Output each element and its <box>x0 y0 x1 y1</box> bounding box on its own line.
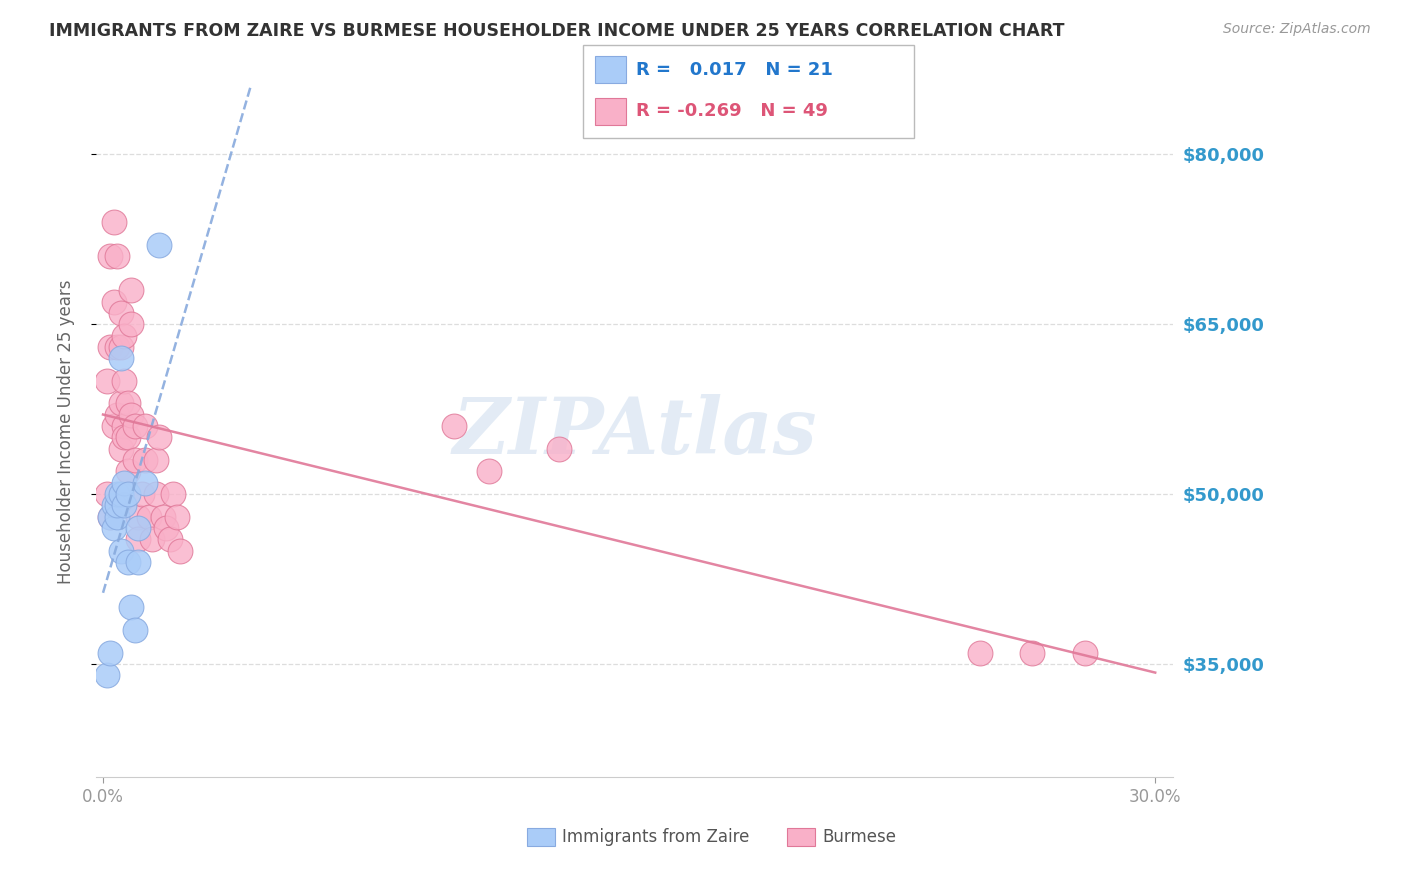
Point <box>110 442 132 456</box>
Point <box>105 487 128 501</box>
Point <box>98 340 121 354</box>
Point <box>110 543 132 558</box>
Point <box>548 442 571 456</box>
Point <box>112 374 135 388</box>
Point <box>117 465 139 479</box>
Point <box>134 419 156 434</box>
Point <box>155 521 177 535</box>
Point <box>110 487 132 501</box>
Point <box>138 509 160 524</box>
Point <box>127 509 149 524</box>
Point <box>124 419 146 434</box>
Point <box>120 283 142 297</box>
Point <box>145 487 167 501</box>
Bar <box>527 828 555 846</box>
Point <box>127 555 149 569</box>
Point <box>117 487 139 501</box>
Point <box>110 306 132 320</box>
Bar <box>787 828 815 846</box>
Point <box>110 396 132 410</box>
Point <box>152 509 174 524</box>
Point <box>478 465 501 479</box>
Point <box>131 487 153 501</box>
Point <box>103 215 125 229</box>
Point <box>103 521 125 535</box>
Point <box>96 487 118 501</box>
Text: Immigrants from Zaire: Immigrants from Zaire <box>562 828 749 846</box>
Point <box>124 453 146 467</box>
Point <box>127 533 149 547</box>
Point <box>169 543 191 558</box>
Point <box>105 499 128 513</box>
Point <box>120 408 142 422</box>
Point <box>103 419 125 434</box>
Point <box>162 487 184 501</box>
Point <box>124 623 146 637</box>
Point <box>443 419 465 434</box>
Point <box>110 351 132 366</box>
FancyBboxPatch shape <box>583 45 914 138</box>
Point <box>1021 646 1043 660</box>
Point <box>105 408 128 422</box>
Point <box>127 521 149 535</box>
Point <box>98 249 121 263</box>
Point <box>969 646 991 660</box>
Point <box>145 453 167 467</box>
Point <box>105 509 128 524</box>
Point <box>112 430 135 444</box>
Text: IMMIGRANTS FROM ZAIRE VS BURMESE HOUSEHOLDER INCOME UNDER 25 YEARS CORRELATION C: IMMIGRANTS FROM ZAIRE VS BURMESE HOUSEHO… <box>49 22 1064 40</box>
Point <box>103 499 125 513</box>
Point <box>105 249 128 263</box>
Point <box>120 600 142 615</box>
Point <box>103 294 125 309</box>
Point <box>112 419 135 434</box>
Point <box>117 396 139 410</box>
Point <box>112 475 135 490</box>
Text: R =   0.017   N = 21: R = 0.017 N = 21 <box>636 61 832 78</box>
Point <box>117 555 139 569</box>
Bar <box>595 98 626 125</box>
Point <box>112 499 135 513</box>
Point <box>98 509 121 524</box>
Y-axis label: Householder Income Under 25 years: Householder Income Under 25 years <box>58 279 75 584</box>
Point <box>96 668 118 682</box>
Text: ZIPAtlas: ZIPAtlas <box>453 393 817 470</box>
Bar <box>595 56 626 83</box>
Point <box>166 509 188 524</box>
Point <box>1074 646 1097 660</box>
Point <box>159 533 181 547</box>
Point <box>110 340 132 354</box>
Point <box>98 509 121 524</box>
Point <box>120 317 142 331</box>
Point <box>112 328 135 343</box>
Point <box>148 430 170 444</box>
Point <box>134 453 156 467</box>
Point <box>134 475 156 490</box>
Point <box>141 533 163 547</box>
Text: Burmese: Burmese <box>823 828 897 846</box>
Text: Source: ZipAtlas.com: Source: ZipAtlas.com <box>1223 22 1371 37</box>
Point <box>148 238 170 252</box>
Point <box>98 646 121 660</box>
Point <box>105 340 128 354</box>
Point <box>117 430 139 444</box>
Point <box>96 374 118 388</box>
Text: R = -0.269   N = 49: R = -0.269 N = 49 <box>636 103 827 120</box>
